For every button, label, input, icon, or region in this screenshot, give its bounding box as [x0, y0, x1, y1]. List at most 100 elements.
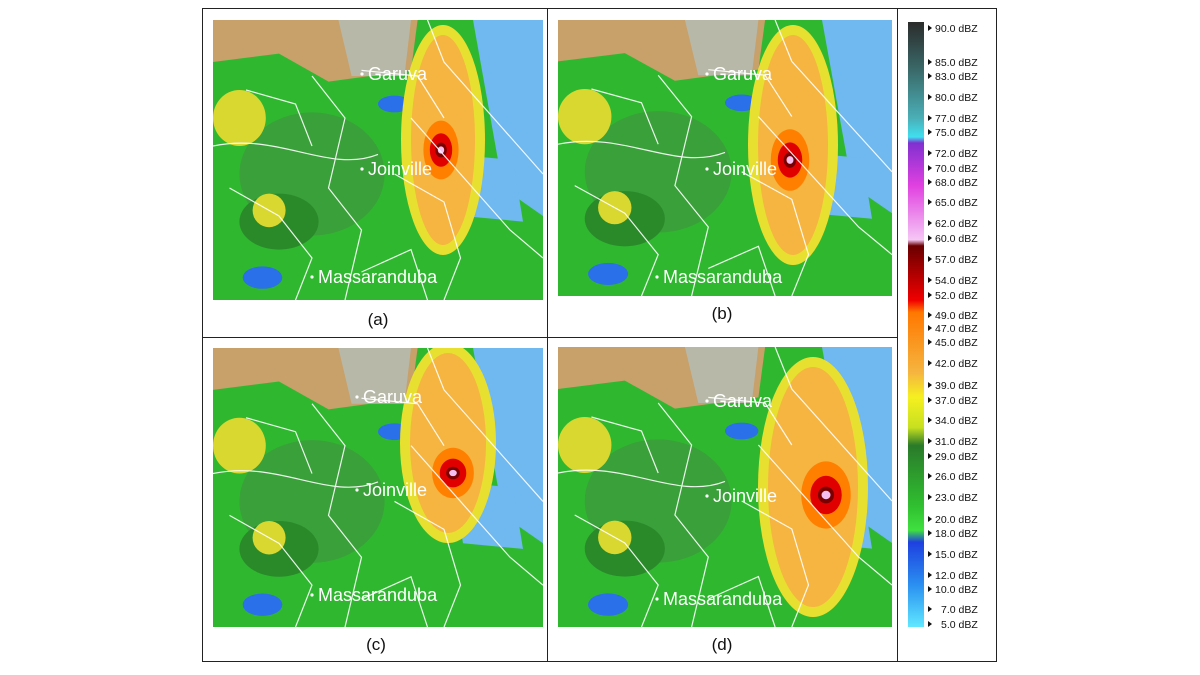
legend-label: 39.0 dBZ	[928, 380, 978, 392]
legend-label: 54.0 dBZ	[928, 275, 978, 287]
legend-tick-marker	[928, 292, 932, 298]
legend-label: 29.0 dBZ	[928, 451, 978, 463]
legend-tick-marker	[928, 438, 932, 444]
legend-label: 70.0 dBZ	[928, 163, 978, 175]
divider-vertical-2	[897, 8, 898, 662]
divider-vertical-1	[547, 8, 548, 662]
caption-d: (d)	[711, 635, 733, 654]
legend-tick-marker	[928, 325, 932, 331]
legend-label: 10.0 dBZ	[928, 584, 978, 596]
legend-label: 34.0 dBZ	[928, 415, 978, 427]
legend-label: 12.0 dBZ	[928, 570, 978, 582]
legend-label: 42.0 dBZ	[928, 358, 978, 370]
radar-map-panel-c: Garuva Joinville Massaranduba	[213, 348, 543, 627]
legend-tick-marker	[928, 199, 932, 205]
legend-label-text: 15.0 dBZ	[935, 549, 978, 561]
legend-label-text: 65.0 dBZ	[935, 197, 978, 209]
city-label-massaranduba: Massaranduba	[318, 585, 438, 605]
legend-tick-marker	[928, 73, 932, 79]
legend-tick-marker	[928, 115, 932, 121]
caption-c: (c)	[366, 635, 386, 654]
legend-label: 15.0 dBZ	[928, 549, 978, 561]
city-label-garuva: Garuva	[368, 64, 428, 84]
legend-tick-marker	[928, 417, 932, 423]
legend-label-text: 39.0 dBZ	[935, 380, 978, 392]
legend-label: 62.0 dBZ	[928, 218, 978, 230]
legend-label: 60.0 dBZ	[928, 233, 978, 245]
legend-tick-marker	[928, 551, 932, 557]
legend-tick-marker	[928, 339, 932, 345]
legend-label-text: 85.0 dBZ	[935, 57, 978, 69]
city-label-massaranduba: Massaranduba	[663, 267, 783, 287]
legend-label-text: 75.0 dBZ	[935, 127, 978, 139]
figure-frame	[202, 8, 997, 662]
legend-label: 7.0 dBZ	[928, 604, 978, 616]
legend-label: 49.0 dBZ	[928, 310, 978, 322]
legend-tick-marker	[928, 572, 932, 578]
legend-label: 68.0 dBZ	[928, 177, 978, 189]
legend-label: 65.0 dBZ	[928, 197, 978, 209]
legend-label-text: 72.0 dBZ	[935, 148, 978, 160]
legend-label-text: 47.0 dBZ	[935, 323, 978, 335]
legend-label-text: 83.0 dBZ	[935, 71, 978, 83]
city-label-massaranduba: Massaranduba	[318, 267, 438, 287]
legend-label-text: 23.0 dBZ	[935, 492, 978, 504]
caption-b: (b)	[711, 304, 733, 323]
legend-label: 72.0 dBZ	[928, 148, 978, 160]
divider-horizontal	[202, 337, 897, 338]
legend-tick-marker	[928, 312, 932, 318]
legend-tick-marker	[928, 277, 932, 283]
legend-tick-marker	[928, 473, 932, 479]
legend-label: 47.0 dBZ	[928, 323, 978, 335]
legend-label: 77.0 dBZ	[928, 113, 978, 125]
legend-label: 45.0 dBZ	[928, 337, 978, 349]
city-label-joinville: Joinville	[713, 486, 777, 506]
legend-label: 31.0 dBZ	[928, 436, 978, 448]
legend-label: 90.0 dBZ	[928, 23, 978, 35]
legend-tick-marker	[928, 59, 932, 65]
legend-tick-marker	[928, 94, 932, 100]
legend-label-text: 68.0 dBZ	[935, 177, 978, 189]
legend-label: 37.0 dBZ	[928, 395, 978, 407]
city-label-joinville: Joinville	[368, 159, 432, 179]
legend-tick-marker	[928, 360, 932, 366]
legend-label: 75.0 dBZ	[928, 127, 978, 139]
legend-tick-marker	[928, 382, 932, 388]
legend-label: 57.0 dBZ	[928, 254, 978, 266]
legend-label-text: 12.0 dBZ	[935, 570, 978, 582]
radar-map-panel-d: Garuva Joinville Massaranduba	[558, 347, 892, 627]
legend-tick-marker	[928, 235, 932, 241]
city-label-garuva: Garuva	[713, 64, 773, 84]
legend-label-text: 62.0 dBZ	[935, 218, 978, 230]
legend-color-bar	[908, 22, 924, 627]
legend-label-text: 7.0 dBZ	[941, 604, 978, 616]
city-label-joinville: Joinville	[713, 159, 777, 179]
legend-label: 83.0 dBZ	[928, 71, 978, 83]
legend-label: 80.0 dBZ	[928, 92, 978, 104]
legend-label-text: 77.0 dBZ	[935, 113, 978, 125]
legend-label-text: 42.0 dBZ	[935, 358, 978, 370]
legend-label: 18.0 dBZ	[928, 528, 978, 540]
legend-label-text: 31.0 dBZ	[935, 436, 978, 448]
legend-label-text: 60.0 dBZ	[935, 233, 978, 245]
legend-tick-marker	[928, 25, 932, 31]
caption-a: (a)	[367, 310, 389, 329]
radar-map-panel-a: Garuva Joinville Massaranduba	[213, 20, 543, 300]
legend-label-text: 5.0 dBZ	[941, 619, 978, 631]
legend-tick-marker	[928, 220, 932, 226]
legend-label: 52.0 dBZ	[928, 290, 978, 302]
legend-tick-marker	[928, 453, 932, 459]
legend-label: 5.0 dBZ	[928, 619, 978, 631]
legend-label-text: 45.0 dBZ	[935, 337, 978, 349]
legend-tick-marker	[928, 129, 932, 135]
legend-tick-marker	[928, 150, 932, 156]
legend-label: 23.0 dBZ	[928, 492, 978, 504]
legend-label-text: 57.0 dBZ	[935, 254, 978, 266]
legend-label-text: 18.0 dBZ	[935, 528, 978, 540]
legend-tick-marker	[928, 621, 932, 627]
legend-label-text: 70.0 dBZ	[935, 163, 978, 175]
legend-tick-marker	[928, 397, 932, 403]
legend-tick-marker	[928, 165, 932, 171]
legend-tick-marker	[928, 530, 932, 536]
legend-label-text: 80.0 dBZ	[935, 92, 978, 104]
